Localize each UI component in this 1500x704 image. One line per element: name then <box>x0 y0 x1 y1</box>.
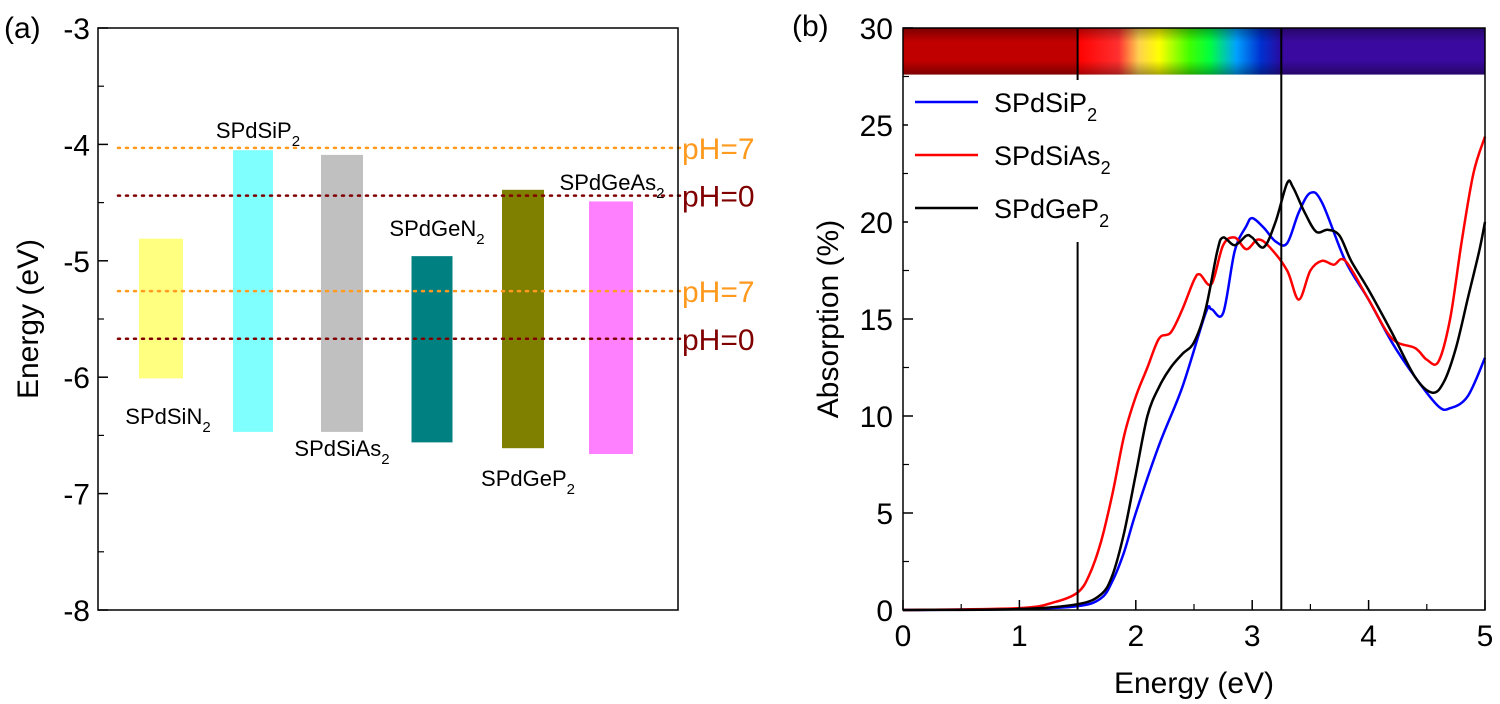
bar-spdsin2 <box>139 238 183 379</box>
panel-a: (a) -3-4-5-6-7-8 Energy (eV) pH=7pH=0pH=… <box>4 12 755 628</box>
bar-label-subscript: 2 <box>202 419 210 436</box>
x-tick-label: 4 <box>1360 620 1377 653</box>
reference-label: pH=7 <box>682 133 755 166</box>
bar-label-main: SPdGeAs <box>560 170 657 195</box>
bar-label: SPdSiP2 <box>216 118 300 150</box>
bar-label: SPdSiN2 <box>125 404 210 436</box>
panel-b-label: (b) <box>792 10 829 43</box>
bar-label: SPdGeAs2 <box>560 170 665 202</box>
bar-label-subscript: 2 <box>476 231 484 248</box>
legend-label-main: SPdSiAs <box>994 141 1101 171</box>
spectrum-bar <box>903 28 1485 75</box>
y-tick-label: 20 <box>860 207 893 240</box>
spectrum-shading <box>903 28 1485 75</box>
bar-label-main: SPdGeN <box>389 216 476 241</box>
panel-a-bar-labels: SPdSiN2SPdSiP2SPdSiAs2SPdGeN2SPdGeP2SPdG… <box>125 118 664 498</box>
legend-background <box>908 80 1154 242</box>
panel-a-reference-lines <box>116 146 688 341</box>
bar-label: SPdSiAs2 <box>294 436 389 468</box>
legend-label-subscript: 2 <box>1099 211 1109 231</box>
legend-label-main: SPdGeP <box>994 194 1099 224</box>
panel-b-axes: 0 1 2 3 4 5 0 5 10 15 20 25 30 <box>860 13 1494 653</box>
y-tick-label: 10 <box>860 401 893 434</box>
panel-a-y-axis-title: Energy (eV) <box>12 239 45 399</box>
y-tick-label: -3 <box>63 13 90 46</box>
bar-spdsias2 <box>321 154 363 432</box>
bar-label-main: SPdSiN <box>125 404 202 429</box>
series-line-spdsip2 <box>902 190 1487 612</box>
legend-label-subscript: 2 <box>1087 105 1097 125</box>
y-tick-label: 30 <box>860 13 893 46</box>
bar-label: SPdGeP2 <box>481 466 575 498</box>
reference-label: pH=7 <box>682 276 755 309</box>
bar-label-main: SPdGeP <box>481 466 567 491</box>
y-tick-label: -7 <box>63 479 90 512</box>
bar-spdgep2 <box>502 189 544 449</box>
y-tick-label: -8 <box>63 595 90 628</box>
bar-label: SPdGeN2 <box>389 216 484 248</box>
bar-label-subscript: 2 <box>656 185 664 202</box>
legend-label-main: SPdSiP <box>994 88 1087 118</box>
y-tick-label: -4 <box>63 129 90 162</box>
y-tick-label: 5 <box>876 498 893 531</box>
series-line-spdgep2 <box>902 179 1487 612</box>
y-tick-label: 0 <box>876 595 893 628</box>
reference-label: pH=0 <box>682 324 755 357</box>
bar-label-subscript: 2 <box>381 451 389 468</box>
y-tick-label: -5 <box>63 246 90 279</box>
legend-label-subscript: 2 <box>1101 158 1111 178</box>
y-tick-label: -6 <box>63 362 90 395</box>
bar-label-subscript: 2 <box>567 481 575 498</box>
legend-label: SPdGeP2 <box>994 194 1109 231</box>
legend-label: SPdSiP2 <box>994 88 1097 125</box>
panel-a-label: (a) <box>4 12 41 45</box>
x-tick-label: 3 <box>1244 620 1261 653</box>
bar-spdgen2 <box>411 256 453 443</box>
panel-b-x-axis-title: Energy (eV) <box>1114 667 1274 700</box>
y-tick-label: 25 <box>860 110 893 143</box>
x-tick-label: 0 <box>895 620 912 653</box>
y-tick-label: 15 <box>860 304 893 337</box>
panel-b-series-lines <box>902 136 1487 612</box>
panel-b-y-axis-title: Absorption (%) <box>812 220 845 418</box>
legend-label: SPdSiAs2 <box>994 141 1111 178</box>
panel-a-reference-labels: pH=7 pH=0 pH=7 pH=0 <box>682 133 755 357</box>
panel-a-y-axis: -3 -4 -5 -6 -7 -8 <box>63 13 108 628</box>
bar-label-main: SPdSiAs <box>294 436 381 461</box>
panel-a-bars <box>139 150 633 455</box>
bar-spdgeas2 <box>589 201 633 455</box>
bar-label-main: SPdSiP <box>216 118 292 143</box>
reference-label: pH=0 <box>682 181 755 214</box>
x-tick-label: 5 <box>1477 620 1494 653</box>
x-tick-label: 2 <box>1127 620 1144 653</box>
x-tick-label: 1 <box>1011 620 1028 653</box>
bar-label-subscript: 2 <box>292 133 300 150</box>
